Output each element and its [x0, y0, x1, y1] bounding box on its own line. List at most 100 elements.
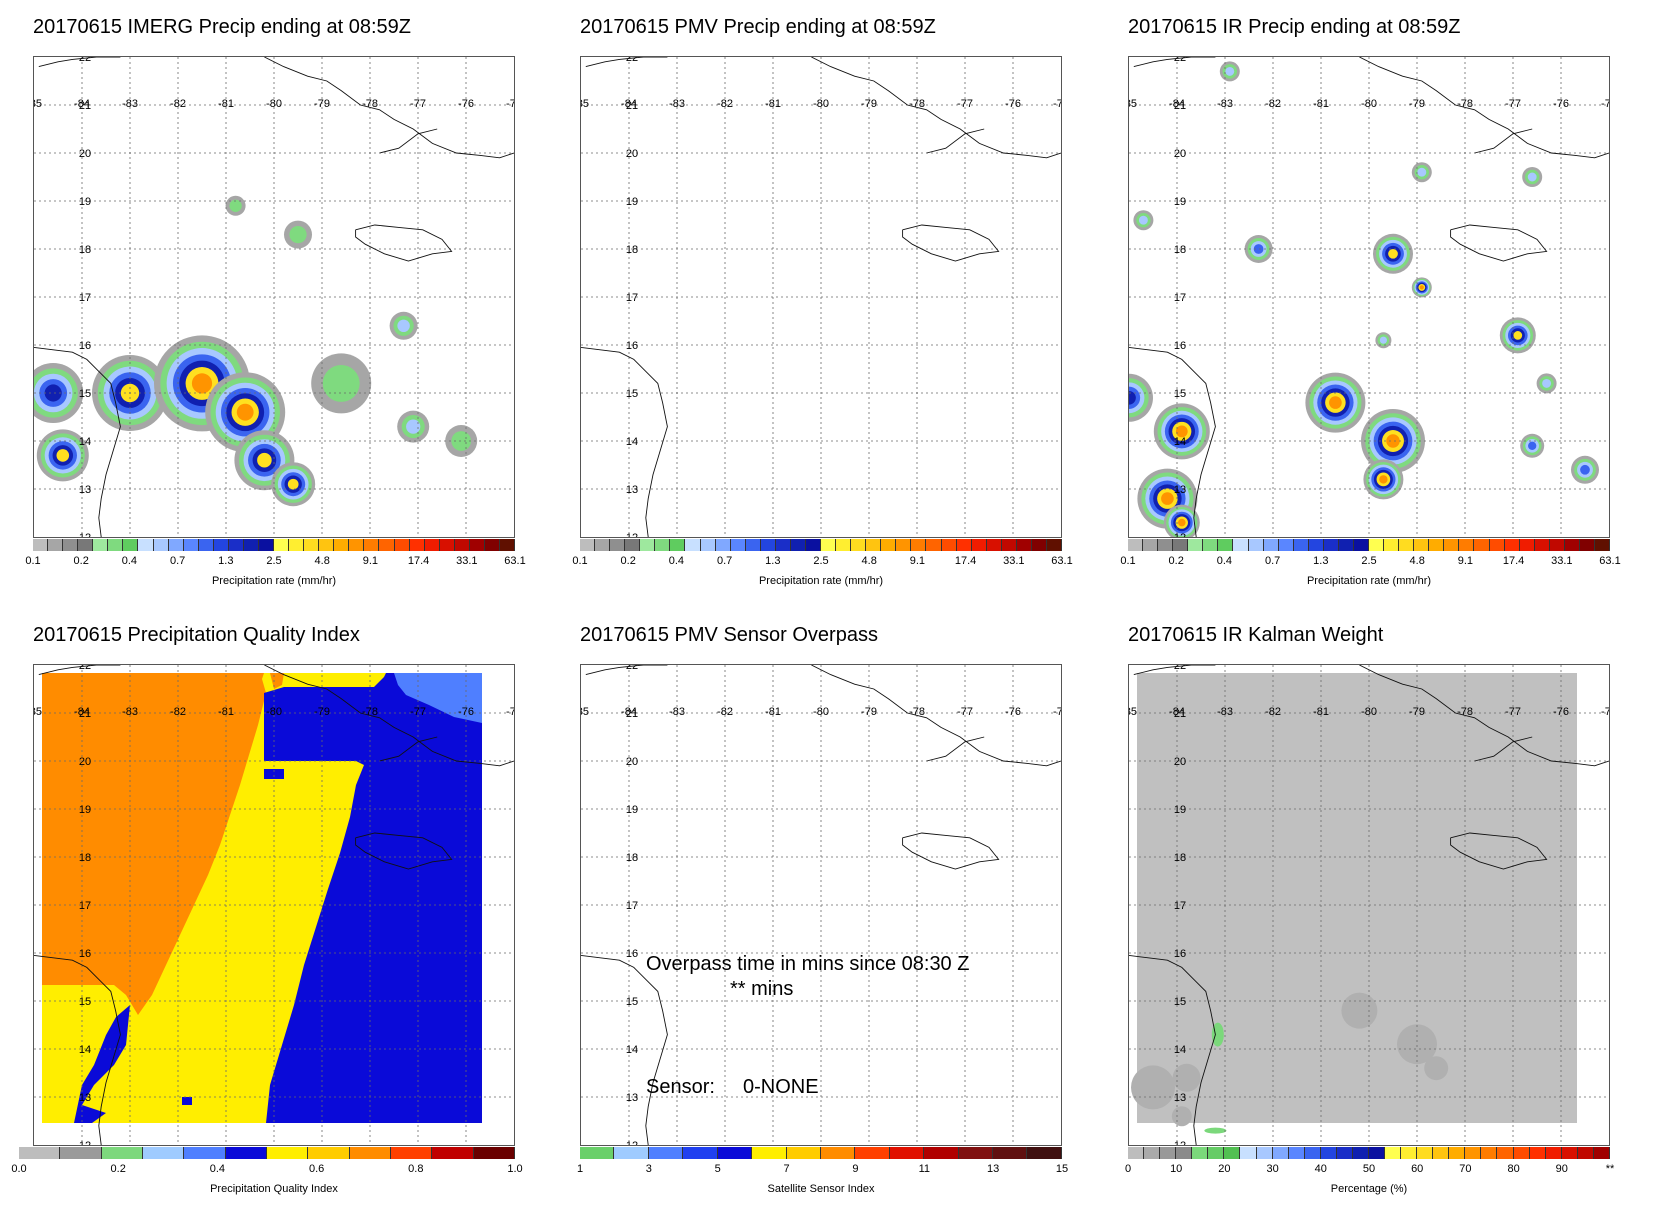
panel-pmv-precip: 20170615 PMV Precip ending at 08:59Z -85… — [572, 16, 1120, 606]
lon-tick-label: -78 — [1457, 706, 1473, 718]
lon-tick-label: -79 — [1409, 706, 1425, 718]
lat-tick-label: 19 — [1174, 804, 1186, 816]
lon-tick-label: -82 — [1265, 706, 1281, 718]
colorbar-swatch — [19, 1147, 61, 1159]
colorbar-swatch — [820, 1147, 856, 1159]
lat-tick-label: 21 — [626, 100, 638, 112]
colorbar-swatch — [614, 1147, 649, 1159]
lon-tick-label: -76 — [458, 706, 474, 718]
colorbar-swatch — [1031, 539, 1047, 551]
colorbar-swatch — [752, 1147, 787, 1159]
lon-tick-label: -81 — [765, 706, 781, 718]
lat-tick-label: 16 — [626, 340, 638, 352]
lat-tick-label: 22 — [1174, 665, 1186, 672]
lat-tick-label: 13 — [626, 1092, 638, 1104]
colorbar-unit: Satellite Sensor Index — [767, 1183, 875, 1195]
lon-tick-label: -82 — [170, 98, 186, 110]
lon-tick-label: -79 — [1409, 98, 1425, 110]
lon-tick-label: -81 — [1313, 706, 1329, 718]
colorbar-swatch — [971, 539, 987, 551]
colorbar-swatch — [1304, 1147, 1321, 1159]
lat-tick-label: 18 — [626, 852, 638, 864]
lat-tick-label: 19 — [626, 804, 638, 816]
lat-tick-label: 14 — [626, 1044, 638, 1056]
colorbar-swatch — [394, 539, 410, 551]
panel-pmv-sensor-overpass: 20170615 PMV Sensor Overpass -85-84-83-8… — [577, 624, 1120, 1214]
lon-tick-label: -84 — [74, 706, 90, 718]
colorbar-tick-label: 0.8 — [408, 1163, 424, 1175]
colorbar-swatch — [1278, 539, 1294, 551]
colorbar-swatch — [1027, 1147, 1062, 1159]
lon-tick-label: -85 — [1129, 706, 1137, 718]
colorbar-swatch — [700, 539, 716, 551]
lon-tick-label: -82 — [717, 98, 733, 110]
lat-tick-label: 12 — [1174, 1140, 1186, 1145]
lat-tick-label: 18 — [79, 244, 91, 256]
colorbar — [19, 1147, 515, 1159]
lon-tick-label: -81 — [218, 706, 234, 718]
colorbar-swatch — [786, 1147, 821, 1159]
colorbar-swatch — [640, 539, 656, 551]
colorbar-swatch — [1385, 1147, 1402, 1159]
panel-title: 20170615 Precipitation Quality Index — [33, 624, 360, 646]
colorbar-swatch — [1529, 1147, 1546, 1159]
panel-ir-precip: 20170615 IR Precip ending at 08:59Z -85-… — [1120, 16, 1653, 606]
lat-tick-label: 20 — [79, 756, 91, 768]
lon-tick-label: -84 — [621, 98, 637, 110]
colorbar-swatch — [1399, 539, 1415, 551]
colorbar-swatch — [760, 539, 776, 551]
colorbar-swatch — [308, 1147, 350, 1159]
lon-tick-label: -82 — [717, 706, 733, 718]
colorbar-tick-label: 0.2 — [1168, 555, 1184, 567]
colorbar-tick-label: 0.1 — [572, 555, 588, 567]
colorbar-tick-label: 20 — [1218, 1163, 1231, 1175]
colorbar-swatch — [926, 539, 942, 551]
colorbar-swatch — [1519, 539, 1535, 551]
colorbar-unit: Precipitation Quality Index — [210, 1183, 338, 1195]
lat-tick-label: 15 — [1174, 996, 1186, 1008]
map-quality-index: -85 -84 -83 -82 -81 -80 -79 -78 -77 -76 -75 22 21 20 1… — [33, 664, 515, 1146]
colorbar-tick-label: 40 — [1314, 1163, 1327, 1175]
colorbar — [1128, 539, 1610, 551]
colorbar-tick-label: 1.3 — [1313, 555, 1329, 567]
colorbar-tick-label: 17.4 — [1502, 555, 1525, 567]
colorbar-swatch — [1352, 1147, 1369, 1159]
colorbar-swatch — [1192, 1147, 1209, 1159]
colorbar-swatch — [1577, 1147, 1594, 1159]
lat-tick-label: 14 — [79, 1044, 91, 1056]
colorbar-swatch — [881, 539, 897, 551]
panel-title: 20170615 IMERG Precip ending at 08:59Z — [33, 16, 412, 38]
colorbar-tick-label: 15 — [1055, 1163, 1069, 1175]
lat-tick-label: 14 — [1174, 1044, 1186, 1056]
colorbar-swatch — [1504, 539, 1520, 551]
lon-tick-label: -79 — [861, 706, 877, 718]
colorbar-tick-label: 80 — [1507, 1163, 1520, 1175]
colorbar-swatch — [101, 1147, 143, 1159]
lat-tick-label: 19 — [626, 196, 638, 208]
lon-tick-label: -83 — [669, 98, 685, 110]
colorbar-swatch — [1173, 539, 1189, 551]
colorbar-swatch — [108, 539, 124, 551]
overpass-time-text: Overpass time in mins since 08:30 Z — [646, 953, 970, 975]
colorbar-swatch — [1444, 539, 1460, 551]
lon-tick-label: -80 — [1361, 706, 1377, 718]
lon-tick-label: -76 — [1005, 706, 1021, 718]
colorbar-tick-label: 13 — [987, 1163, 1000, 1175]
map-pmv-precip: -85 -84 -83 -82 -81 -80 -79 -78 -77 -76 -75 22 21 20 1… — [580, 56, 1062, 538]
colorbar-tick-label: 5 — [714, 1163, 721, 1175]
colorbar-swatch — [123, 539, 139, 551]
lat-tick-label: 16 — [79, 340, 91, 352]
lat-tick-label: 17 — [626, 292, 638, 304]
lat-tick-label: 17 — [79, 900, 91, 912]
colorbar-swatch — [78, 539, 94, 551]
colorbar-swatch — [1481, 1147, 1498, 1159]
colorbar-unit: Precipitation rate (mm/hr) — [758, 575, 884, 587]
lon-tick-label: -85 — [34, 706, 42, 718]
colorbar-swatch — [655, 539, 671, 551]
lon-tick-label: -80 — [1361, 98, 1377, 110]
colorbar-swatch — [896, 539, 912, 551]
colorbar-tick-label: 0.2 — [73, 555, 89, 567]
lat-tick-label: 16 — [1174, 340, 1186, 352]
colorbar-swatch — [580, 1147, 615, 1159]
colorbar-swatch — [1579, 539, 1595, 551]
